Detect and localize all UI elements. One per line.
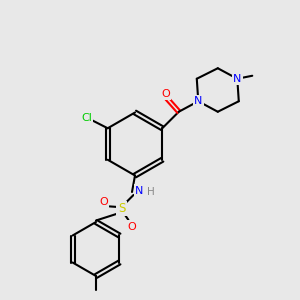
Text: H: H bbox=[147, 187, 154, 197]
Text: N: N bbox=[135, 185, 144, 196]
Text: O: O bbox=[161, 89, 170, 99]
Text: O: O bbox=[99, 197, 108, 208]
Text: N: N bbox=[233, 74, 242, 84]
Text: N: N bbox=[194, 96, 202, 106]
Text: Cl: Cl bbox=[81, 113, 92, 123]
Text: O: O bbox=[128, 221, 136, 232]
Text: S: S bbox=[118, 202, 125, 215]
